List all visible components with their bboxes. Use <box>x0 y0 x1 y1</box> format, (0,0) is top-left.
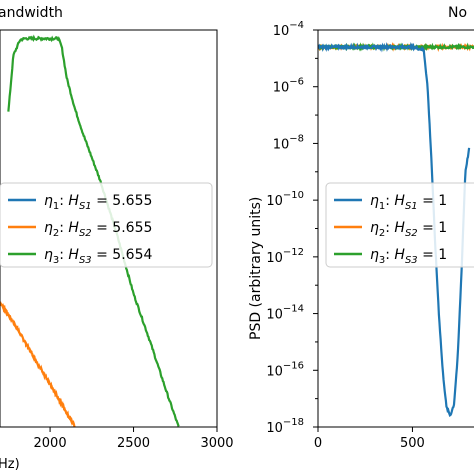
right-series-group <box>318 41 474 417</box>
left-series-line-2 <box>0 301 76 427</box>
left-series-line-3 <box>7 34 180 427</box>
right-legend-entry-1: η1: HS1 = 1 <box>370 193 447 212</box>
right-x-tick-label: 0 <box>314 436 322 451</box>
right-y-tick-label: 10−12 <box>266 247 304 266</box>
right-x-ticks: 0 500 <box>314 427 425 451</box>
left-x-tick-label: 3000 <box>200 436 233 451</box>
right-legend-entry-3: η3: HS3 = 1 <box>370 247 447 266</box>
right-y-tick-label: 10−16 <box>266 360 304 379</box>
left-x-tick-label: 2000 <box>34 436 67 451</box>
left-chart-title: andwidth <box>0 5 63 21</box>
right-y-tick-label: 10−4 <box>273 20 304 39</box>
left-x-ticks: 2000 2500 3000 <box>34 427 234 451</box>
left-legend-entry-3: η3: HS3 = 5.654 <box>44 247 152 266</box>
left-x-axis-label: Hz) <box>0 457 20 472</box>
right-y-tick-label: 10−10 <box>266 190 304 209</box>
left-legend-entry-2: η2: HS2 = 5.655 <box>44 220 152 239</box>
right-y-tick-label: 10−6 <box>273 77 304 96</box>
left-chart-panel: andwidth 2000 2500 3000 Hz) η1: HS1 = 5.65… <box>0 5 234 472</box>
left-series-group <box>0 34 180 427</box>
right-y-tick-label: 10−18 <box>266 417 304 436</box>
left-legend-box <box>0 182 213 268</box>
right-legend-entry-2: η2: HS2 = 1 <box>370 220 447 239</box>
right-y-tick-label: 10−14 <box>266 304 304 323</box>
left-plot-frame <box>0 29 218 428</box>
right-y-axis-label: PSD (arbitrary units) <box>248 197 264 340</box>
right-y-tick-label: 10−8 <box>273 133 304 152</box>
left-x-tick-label: 2500 <box>117 436 150 451</box>
right-legend-box <box>325 182 474 268</box>
right-y-ticks: 10−4 10−6 10−8 10−10 10−12 10−14 10−16 10−18 <box>266 20 318 436</box>
right-legend: η1: HS1 = 1 η2: HS2 = 1 η3: HS3 = 1 <box>325 182 474 268</box>
left-legend-entry-1: η1: HS1 = 5.655 <box>44 193 152 212</box>
left-legend: η1: HS1 = 5.655 η2: HS2 = 5.655 η3: HS3 = … <box>0 182 213 268</box>
right-chart-title: No <box>448 5 467 21</box>
right-x-tick-label: 500 <box>400 436 425 451</box>
right-series-line-1 <box>318 41 471 417</box>
right-chart-panel: No PSD (arbitrary units) 10−410−610−810−… <box>248 5 474 451</box>
